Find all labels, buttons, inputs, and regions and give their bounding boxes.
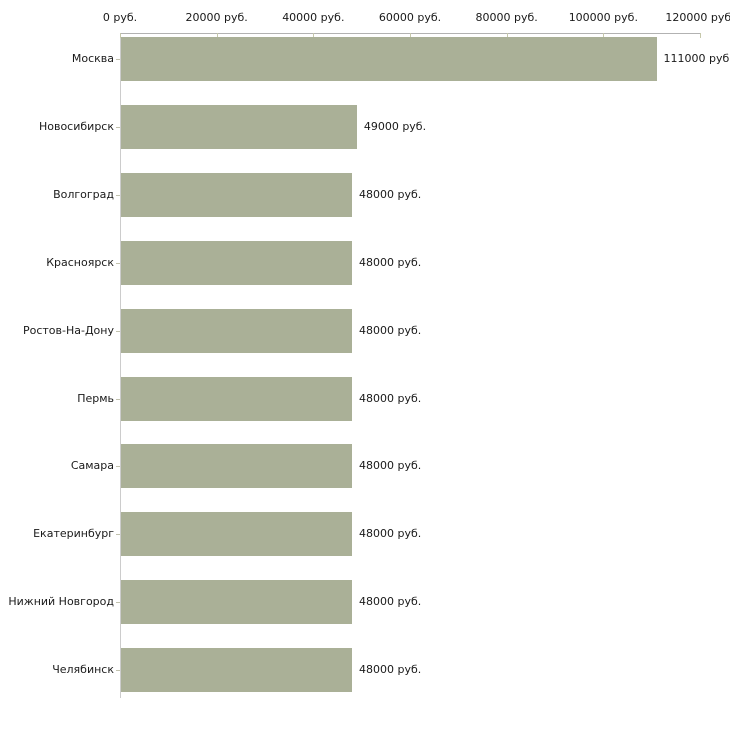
x-axis-tick-mark — [120, 33, 121, 38]
value-label: 48000 руб. — [359, 459, 422, 473]
value-label: 48000 руб. — [359, 323, 422, 337]
bar — [121, 240, 352, 285]
x-axis-tick-label: 100000 руб. — [568, 11, 638, 24]
y-axis-tick-mark — [116, 59, 120, 60]
bar — [121, 648, 352, 693]
y-axis-tick-mark — [116, 602, 120, 603]
x-axis-tick-label: 60000 руб. — [378, 11, 442, 24]
value-label: 48000 руб. — [359, 391, 422, 405]
y-axis-tick-mark — [116, 331, 120, 332]
value-label: 48000 руб. — [359, 595, 422, 609]
category-label: Красноярск — [46, 255, 114, 269]
x-axis-tick-mark — [410, 33, 411, 38]
x-axis-tick-mark — [700, 33, 701, 38]
bar — [121, 512, 352, 557]
y-axis-tick-mark — [116, 534, 120, 535]
bar — [121, 104, 357, 149]
x-axis-tick-mark — [313, 33, 314, 38]
x-axis-tick-label: 80000 руб. — [475, 11, 538, 24]
bar — [121, 308, 352, 353]
value-label: 111000 руб. — [663, 52, 730, 65]
category-label: Екатеринбург — [33, 527, 114, 541]
x-axis-tick-label: 40000 руб. — [282, 11, 345, 24]
y-axis-tick-mark — [116, 670, 120, 671]
x-axis-tick-label: 120000 руб. — [665, 11, 730, 24]
category-label: Нижний Новгород — [8, 595, 114, 609]
category-label: Челябинск — [52, 663, 114, 677]
y-axis-tick-mark — [116, 466, 120, 467]
category-label: Москва — [71, 52, 114, 65]
x-axis-tick-label: 0 руб. — [102, 11, 138, 24]
bar — [121, 444, 352, 489]
bar — [121, 37, 657, 81]
x-axis-tick-mark — [507, 33, 508, 38]
bar — [121, 172, 352, 217]
y-axis-tick-mark — [116, 399, 120, 400]
x-axis-tick-mark — [217, 33, 218, 38]
x-axis-tick-mark — [603, 33, 604, 38]
category-label: Самара — [70, 459, 114, 473]
y-axis-tick-mark — [116, 127, 120, 128]
bar — [121, 376, 352, 421]
value-label: 48000 руб. — [359, 255, 422, 269]
x-axis-tick-label: 20000 руб. — [185, 11, 248, 24]
value-label: 48000 руб. — [359, 527, 422, 541]
category-label: Новосибирск — [38, 119, 114, 133]
category-label: Пермь — [77, 391, 114, 405]
value-label: 48000 руб. — [359, 663, 422, 677]
value-label: 48000 руб. — [359, 187, 422, 201]
value-label: 49000 руб. — [363, 119, 427, 133]
bar — [121, 580, 352, 625]
category-label: Ростов-На-Дону — [22, 323, 114, 337]
y-axis-line — [120, 33, 121, 698]
y-axis-tick-mark — [116, 263, 120, 264]
y-axis-tick-mark — [116, 195, 120, 196]
category-label: Волгоград — [53, 187, 114, 201]
